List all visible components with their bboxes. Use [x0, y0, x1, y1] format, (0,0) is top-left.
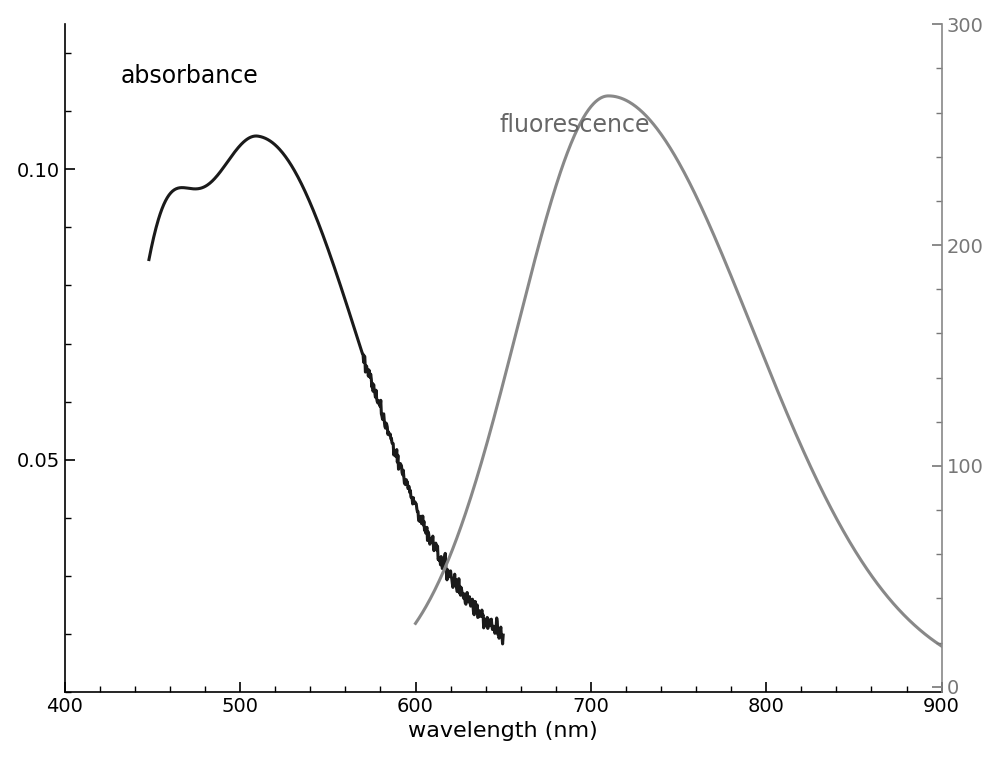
Text: absorbance: absorbance	[121, 64, 259, 88]
X-axis label: wavelength (nm): wavelength (nm)	[408, 722, 598, 741]
Text: fluorescence: fluorescence	[500, 114, 650, 137]
